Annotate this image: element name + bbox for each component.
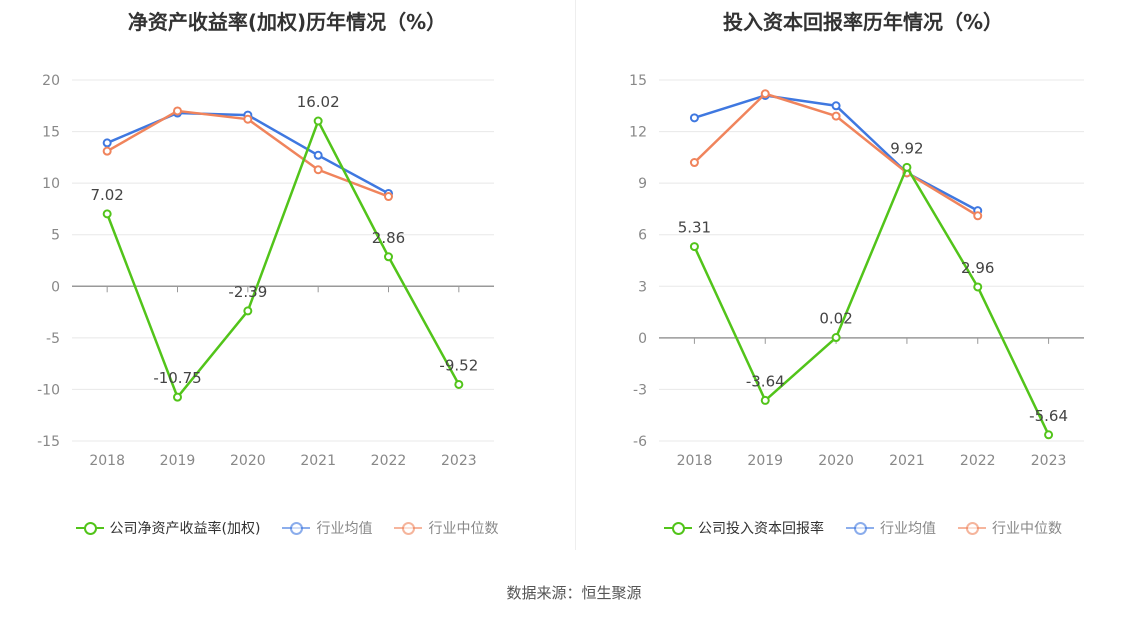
roe-y-tick-label: 20 xyxy=(42,73,60,89)
roe-series-point-2 xyxy=(173,106,182,116)
roic-x-tick-label: 2019 xyxy=(747,453,783,469)
roe-series-point-0 xyxy=(102,209,112,219)
roic-x-tick-label: 2022 xyxy=(960,453,996,469)
roe-data-label: -10.75 xyxy=(153,369,201,387)
roic-series-point-1 xyxy=(689,113,699,123)
roic-legend-item-0[interactable]: 公司投入资本回报率 xyxy=(664,518,824,538)
roic-chart-svg: -6 -3 0 3 6 9 12 15 2018 2019 2020 2021 2022 2023 5.31… xyxy=(629,73,1084,469)
roic-series-point-2 xyxy=(760,89,770,99)
roic-series-point-2 xyxy=(689,158,699,168)
roe-data-label: 2.86 xyxy=(372,229,405,247)
roe-legend-swatch xyxy=(75,518,104,538)
roic-y-tick-label: 9 xyxy=(638,176,647,192)
roe-data-label: 7.02 xyxy=(90,186,123,204)
roe-series-point-0 xyxy=(243,306,253,316)
roic-legend-swatch xyxy=(846,518,874,538)
roe-x-tick-label: 2023 xyxy=(441,453,477,469)
roe-series-point-2 xyxy=(243,114,253,124)
roe-series-point-0 xyxy=(173,392,182,402)
roic-y-tick-label: 3 xyxy=(638,279,647,295)
roe-data-label: -2.39 xyxy=(228,283,267,301)
roe-x-tick-label: 2021 xyxy=(300,453,336,469)
roic-series-line-0 xyxy=(693,166,1050,436)
data-source-note: 数据来源：恒生聚源 xyxy=(506,584,642,602)
roe-series-point-2 xyxy=(384,192,393,202)
roe-y-tick-label: 10 xyxy=(42,176,60,192)
roic-legend-item-2[interactable]: 行业中位数 xyxy=(958,518,1062,538)
roe-data-label: -9.52 xyxy=(439,356,478,374)
roic-legend-label: 公司投入资本回报率 xyxy=(698,521,824,537)
roic-data-label: 5.31 xyxy=(678,219,711,237)
roic-legend-label: 行业中位数 xyxy=(992,521,1062,537)
roe-series-point-0 xyxy=(384,252,393,262)
roic-legend-swatch xyxy=(664,518,692,538)
roe-series-point-2 xyxy=(102,146,112,156)
roic-legend-swatch xyxy=(958,518,986,538)
roic-series-point-0 xyxy=(1044,430,1054,440)
roe-legend-swatch xyxy=(282,518,311,538)
roe-x-tick-label: 2018 xyxy=(89,453,125,469)
roe-legend-label: 行业均值 xyxy=(316,521,373,537)
roic-series-point-0 xyxy=(902,162,912,172)
roe-y-tick-label: -10 xyxy=(37,382,60,398)
roe-x-tick-label: 2020 xyxy=(230,453,266,469)
roic-series-point-2 xyxy=(831,111,841,121)
roe-series-point-2 xyxy=(313,165,323,175)
roic-data-label: 0.02 xyxy=(819,310,852,328)
roe-series-point-1 xyxy=(102,138,112,148)
roic-series-point-0 xyxy=(760,395,770,405)
roe-legend-label: 公司净资产收益率(加权) xyxy=(109,521,261,537)
roe-y-tick-label: 5 xyxy=(51,228,60,244)
roic-x-tick-label: 2023 xyxy=(1031,453,1067,469)
roe-chart-panel: 净资产收益率(加权)历年情况（%） -15 -10 -5 0 5 10 15 20 2018 20… xyxy=(0,0,574,560)
roe-series-point-0 xyxy=(454,379,464,389)
roic-chart-legend: 公司投入资本回报率 行业均值 行业中位数 xyxy=(576,518,1148,538)
roe-legend-swatch xyxy=(394,518,423,538)
roe-legend-item-2[interactable]: 行业中位数 xyxy=(394,518,498,538)
roic-x-tick-label: 2018 xyxy=(677,453,713,469)
roe-data-label: 16.02 xyxy=(297,93,340,111)
roic-y-tick-label: 12 xyxy=(629,125,647,141)
roic-data-label: 9.92 xyxy=(890,139,923,157)
roic-x-tick-label: 2021 xyxy=(889,453,925,469)
roic-chart-panel: 投入资本回报率历年情况（%） -6 -3 0 3 6 9 12 15 2018 2019 2020 2… xyxy=(576,0,1148,560)
roic-chart-title: 投入资本回报率历年情况（%） xyxy=(722,10,1004,34)
roe-legend-item-1[interactable]: 行业均值 xyxy=(282,518,372,538)
roe-chart-title: 净资产收益率(加权)历年情况（%） xyxy=(127,10,447,34)
roic-series-point-0 xyxy=(973,282,983,292)
roic-y-tick-label: 15 xyxy=(629,73,647,89)
roe-series-point-0 xyxy=(313,116,323,126)
roic-y-tick-label: 6 xyxy=(638,228,647,244)
panel-divider xyxy=(575,0,576,550)
roic-series-point-0 xyxy=(689,242,699,252)
roe-chart-svg: -15 -10 -5 0 5 10 15 20 2018 2019 2020 2021 2022 2023… xyxy=(37,73,494,469)
roic-legend-item-1[interactable]: 行业均值 xyxy=(846,518,936,538)
roic-series-point-0 xyxy=(831,333,841,343)
roic-series-point-1 xyxy=(831,101,841,111)
roic-y-tick-label: 0 xyxy=(638,331,647,347)
roe-series-line-0 xyxy=(105,119,460,399)
roe-y-tick-label: 15 xyxy=(42,125,60,141)
roe-y-tick-label: -5 xyxy=(46,331,60,347)
roe-legend-label: 行业中位数 xyxy=(428,521,499,537)
roic-data-label: 2.96 xyxy=(961,259,994,277)
roic-legend-label: 行业均值 xyxy=(880,521,936,537)
roic-y-tick-label: -6 xyxy=(633,434,647,450)
roe-y-tick-label: 0 xyxy=(51,279,60,295)
roic-y-tick-label: -3 xyxy=(633,382,647,398)
roe-legend-item-0[interactable]: 公司净资产收益率(加权) xyxy=(75,518,261,538)
roe-x-tick-label: 2019 xyxy=(160,453,196,469)
roic-data-label: -5.64 xyxy=(1029,407,1068,425)
roe-chart-legend: 公司净资产收益率(加权) 行业均值 行业中位数 xyxy=(0,518,574,538)
roic-x-tick-label: 2020 xyxy=(818,453,854,469)
roe-series-point-1 xyxy=(313,150,323,160)
roe-y-tick-label: -15 xyxy=(37,434,60,450)
roic-series-point-2 xyxy=(973,211,983,221)
roe-x-tick-label: 2022 xyxy=(371,453,407,469)
roic-data-label: -3.64 xyxy=(746,372,785,390)
